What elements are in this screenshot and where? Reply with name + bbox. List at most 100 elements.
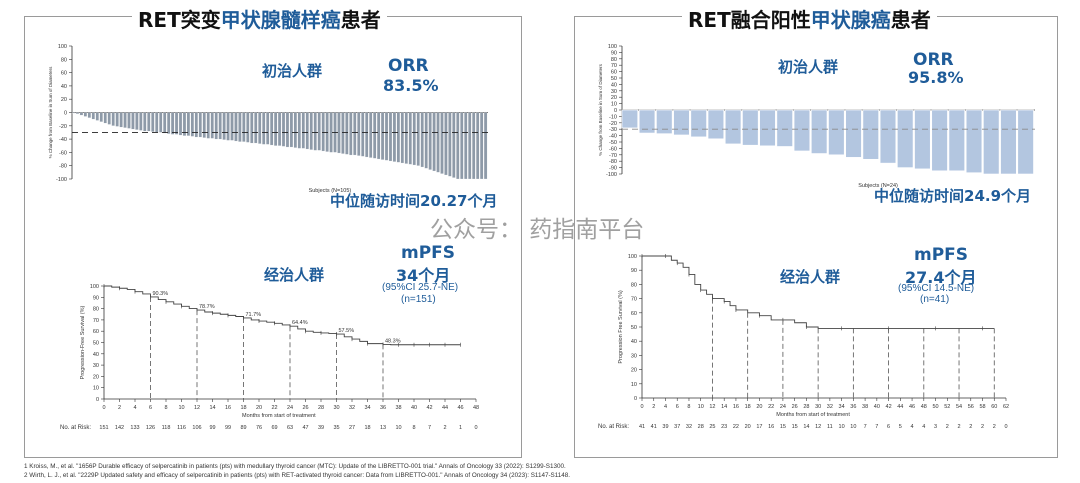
km-x-tick-label: 14	[721, 404, 727, 410]
left-n: (n=151)	[401, 294, 436, 305]
km-y-axis-label: Progression Free Survival (%)	[618, 290, 624, 364]
km-at-risk-value: 35	[333, 425, 339, 431]
km-y-tick-label: 0	[634, 396, 637, 402]
waterfall-bar	[444, 112, 448, 176]
right-followup: 中位随访时间24.9个月	[874, 187, 1032, 205]
km-x-tick-label: 22	[768, 404, 774, 410]
km-at-risk-value: 16	[768, 424, 774, 430]
waterfall-bar	[99, 112, 103, 122]
km-x-tick-label: 32	[827, 404, 833, 410]
left-waterfall-chart: 100 80 60 40 20 0 -20 -40 -60 -80 -100 % Change fro…	[48, 44, 488, 194]
km-x-tick-label: 58	[979, 404, 985, 410]
km-at-risk-value: 7	[875, 424, 878, 430]
waterfall-bar	[357, 112, 361, 156]
km-x-tick-label: 30	[815, 404, 821, 410]
right-mpfs-value: 27.4个月	[905, 268, 977, 287]
waterfall-bar	[250, 112, 254, 144]
waterfall-y-tick-label: -40	[609, 134, 617, 140]
waterfall-bar	[103, 112, 107, 124]
km-at-risk-value: 11	[827, 424, 833, 430]
km-at-risk-value: 2	[981, 424, 984, 430]
km-at-risk-value: 25	[709, 424, 715, 430]
right-orr-label: ORR	[913, 50, 954, 70]
km-at-risk-value: 76	[256, 425, 262, 431]
km-y-tick-label: 100	[90, 284, 99, 290]
km-x-tick-label: 48	[921, 404, 927, 410]
km-x-tick-label: 46	[909, 404, 915, 410]
left-mpfs-group: 经治人群	[264, 266, 325, 284]
km-x-tick-label: 34	[839, 404, 845, 410]
km-x-tick-label: 40	[411, 405, 417, 411]
waterfall-bar	[79, 112, 84, 116]
km-at-risk-value: 28	[698, 424, 704, 430]
km-x-tick-label: 44	[897, 404, 903, 410]
waterfall-bar	[440, 112, 444, 174]
waterfall-bar	[384, 112, 389, 161]
km-at-risk-value: 17	[756, 424, 762, 430]
waterfall-bar	[309, 112, 313, 150]
waterfall-bar	[91, 112, 95, 120]
waterfall-bar	[222, 112, 226, 140]
km-at-risk-value: 133	[130, 425, 139, 431]
waterfall-bar	[420, 112, 424, 168]
km-x-tick-label: 8	[687, 404, 690, 410]
waterfall-bar	[365, 112, 369, 158]
km-x-tick-label: 12	[709, 404, 715, 410]
waterfall-bar	[285, 112, 290, 148]
left-ci: (95%CI 25.7-NE)	[382, 282, 459, 293]
waterfall-bar	[428, 112, 432, 170]
left-followup: 中位随访时间20.27个月	[330, 192, 498, 210]
km-at-risk-value: 27	[349, 425, 355, 431]
km-at-risk-value: 39	[662, 424, 668, 430]
km-x-tick-label: 0	[640, 404, 643, 410]
waterfall-bar	[301, 112, 305, 149]
waterfall-y-tick-label: 90	[611, 50, 617, 56]
waterfall-y-tick-label: -20	[59, 124, 67, 130]
km-y-tick-label: 100	[628, 254, 637, 260]
waterfall-bar	[638, 109, 656, 134]
km-y-tick-label: 50	[631, 325, 637, 331]
waterfall-bar	[361, 112, 365, 157]
waterfall-bar	[317, 112, 321, 151]
km-at-risk-value: 14	[803, 424, 809, 430]
km-at-risk-value: 4	[911, 424, 914, 430]
km-landmark-label: 71.7%	[246, 312, 262, 318]
waterfall-bar	[262, 112, 266, 145]
km-at-risk-value: 8	[412, 425, 415, 431]
waterfall-y-tick-label: 50	[611, 76, 617, 82]
km-x-tick-label: 24	[287, 405, 293, 411]
waterfall-bar	[198, 112, 202, 138]
waterfall-y-tick-label: -10	[609, 114, 617, 120]
left-orr-value: 83.5%	[383, 76, 439, 95]
waterfall-x-axis-label: Subjects (N=105)	[309, 188, 352, 194]
waterfall-bar	[119, 112, 123, 128]
km-at-risk-value: 41	[639, 424, 645, 430]
km-at-risk-value: 18	[364, 425, 370, 431]
waterfall-bar	[258, 112, 262, 144]
waterfall-bar	[396, 112, 401, 163]
km-at-risk-value: 20	[745, 424, 751, 430]
km-y-tick-label: 20	[631, 368, 637, 374]
km-at-risk-label: No. at Risk:	[598, 424, 629, 430]
km-at-risk-value: 2	[946, 424, 949, 430]
waterfall-y-tick-label: 60	[611, 70, 617, 76]
waterfall-y-tick-label: -100	[606, 172, 617, 178]
km-landmark-label: 48.3%	[385, 338, 401, 344]
waterfall-bar	[392, 112, 397, 162]
km-at-risk-value: 15	[792, 424, 798, 430]
km-curve	[642, 255, 995, 329]
km-y-tick-label: 10	[631, 382, 637, 388]
km-at-risk-value: 6	[887, 424, 890, 430]
km-at-risk-value: 5	[899, 424, 902, 430]
waterfall-y-tick-label: 0	[64, 111, 67, 117]
waterfall-y-tick-label: -90	[609, 166, 617, 172]
km-x-tick-label: 50	[932, 404, 938, 410]
waterfall-y-tick-label: -80	[609, 159, 617, 165]
waterfall-y-tick-label: 60	[61, 71, 67, 77]
watermark: 公众号： 药指南平台	[430, 217, 645, 243]
waterfall-y-tick-label: 0	[614, 108, 617, 114]
km-at-risk-value: 12	[815, 424, 821, 430]
km-x-tick-label: 54	[956, 404, 962, 410]
waterfall-bar	[621, 109, 639, 129]
